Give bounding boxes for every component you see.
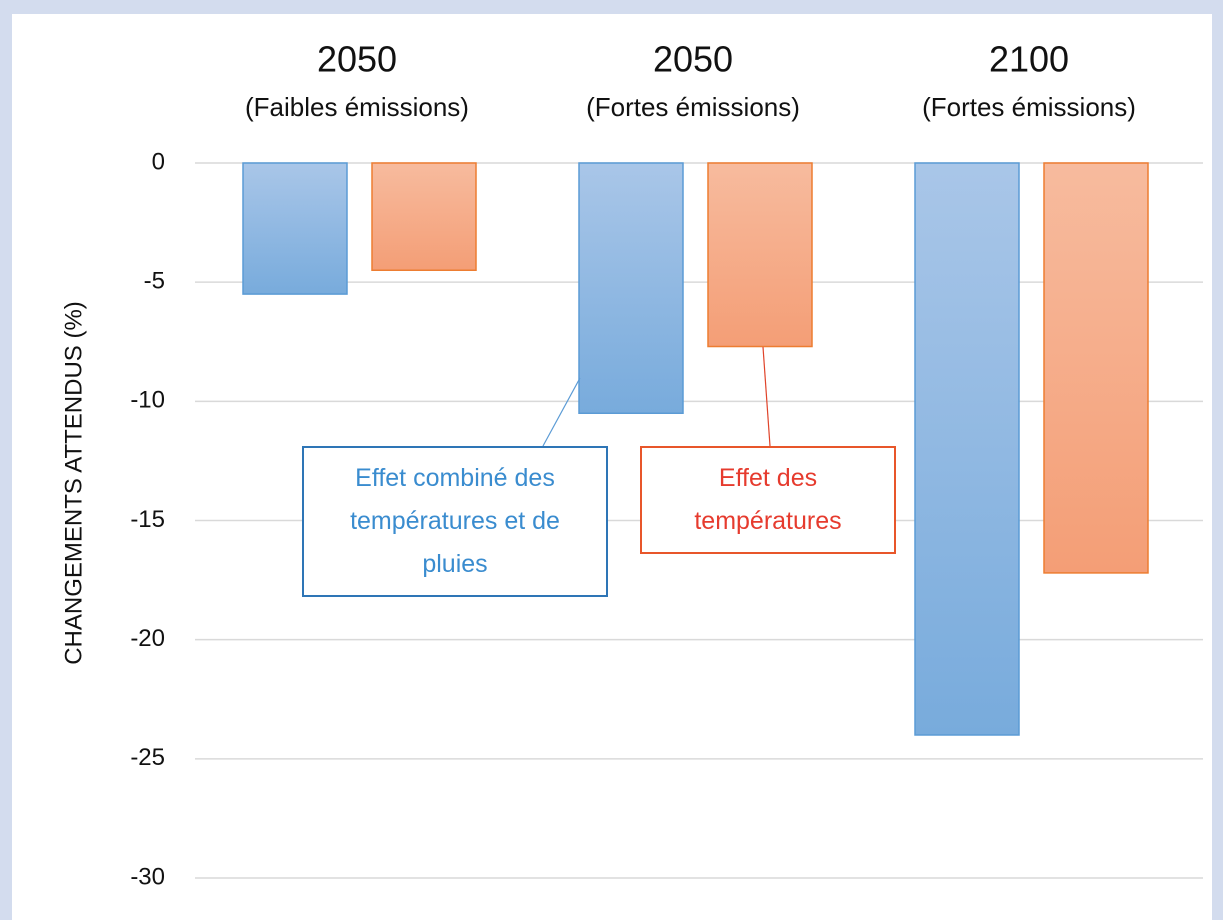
legend-label: Effet des températures [694,464,842,535]
bar [242,162,348,295]
panel [12,14,1212,920]
y-axis-title: CHANGEMENTS ATTENDUS (%) [60,301,87,665]
bar [578,162,684,414]
y-tick-label: -15 [130,506,165,533]
y-tick-label: -30 [130,863,165,890]
leader-line [762,346,771,447]
y-tick-label: -25 [130,744,165,771]
y-tick-label: -20 [130,625,165,652]
category-note: (Fortes émissions) [586,92,800,122]
category-label: 2050 [653,39,733,80]
bar [914,162,1020,736]
bar [1043,162,1149,574]
category-label: 2050 [317,39,397,80]
legend-entry: Effet combiné des températures et de plu… [302,446,608,597]
leader-line [542,377,581,447]
y-tick-label: 0 [152,148,165,175]
bar [707,162,813,348]
bar [371,162,477,271]
legend-entry: Effet des températures [640,446,896,554]
y-tick-label: -10 [130,387,165,414]
y-tick-label: -5 [144,268,165,295]
category-note: (Faibles émissions) [245,92,469,122]
category-note: (Fortes émissions) [922,92,1136,122]
legend-label: Effet combiné des températures et de plu… [350,464,560,578]
category-label: 2100 [989,39,1069,80]
